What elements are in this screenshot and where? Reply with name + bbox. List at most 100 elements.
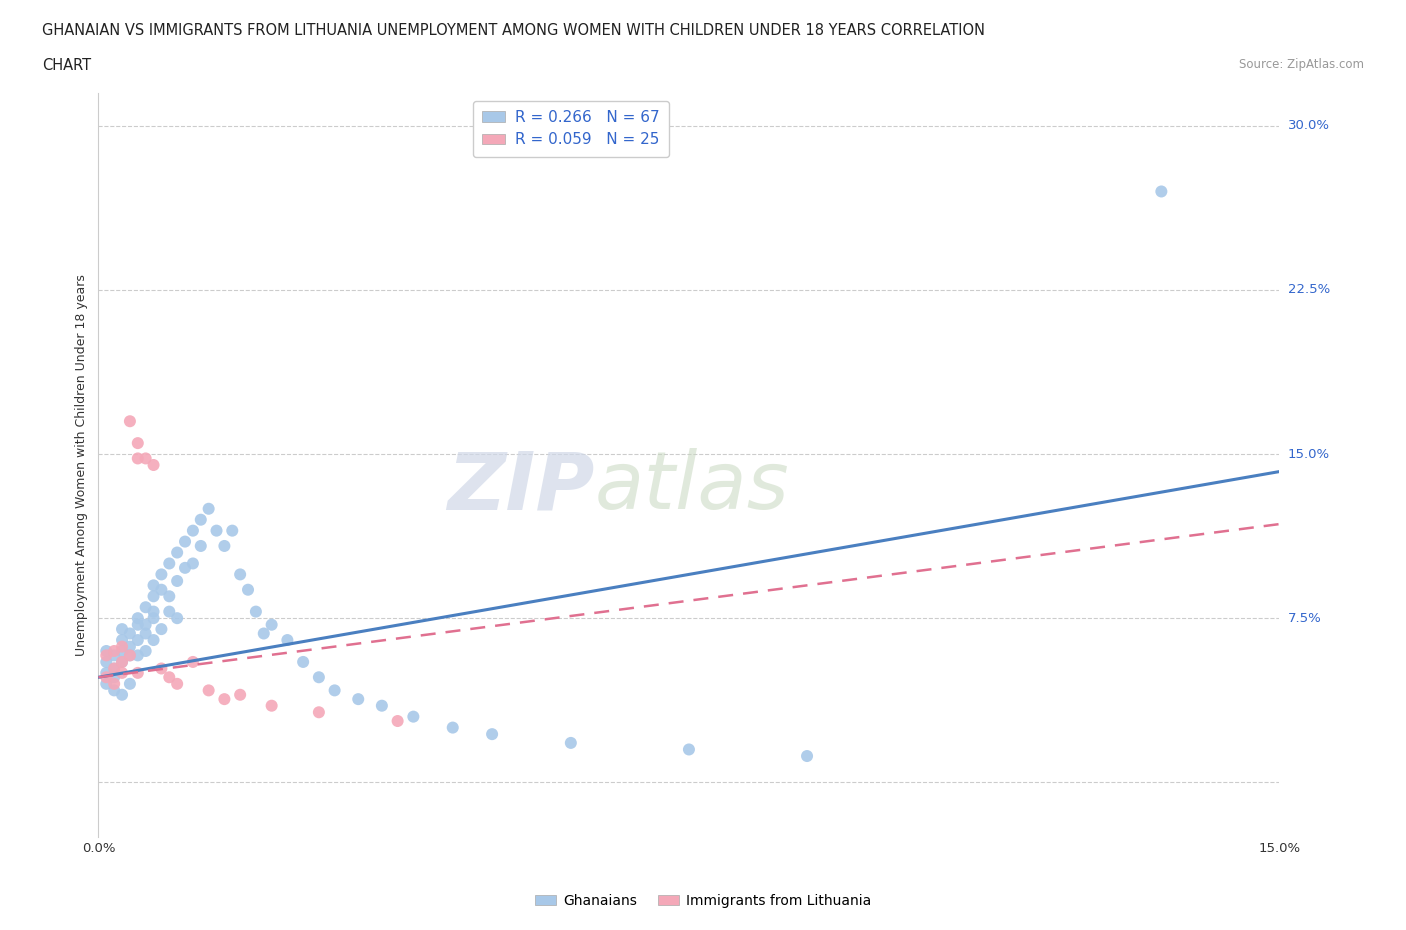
Point [323, 683, 346, 698]
Point [181, 655, 204, 670]
Point [103, 644, 125, 658]
Point [118, 648, 141, 663]
Y-axis label: Unemployment Among Women with Children Under 18 years: Unemployment Among Women with Children U… [75, 274, 89, 656]
Point [174, 561, 197, 576]
Text: 7.5%: 7.5% [1288, 612, 1322, 625]
Point [103, 661, 125, 676]
Point [276, 632, 298, 647]
Point [387, 713, 409, 728]
Point [260, 618, 283, 632]
Point [127, 451, 149, 466]
Point [150, 661, 173, 676]
Point [127, 666, 149, 681]
Point [127, 611, 149, 626]
Text: CHART: CHART [42, 58, 91, 73]
Point [166, 676, 188, 691]
Point [142, 578, 165, 592]
Point [111, 621, 134, 636]
Point [181, 556, 204, 571]
Point [111, 687, 134, 702]
Point [118, 676, 141, 691]
Point [166, 574, 188, 589]
Point [135, 618, 157, 632]
Point [1150, 184, 1173, 199]
Point [157, 604, 180, 619]
Point [229, 687, 252, 702]
Point [103, 648, 125, 663]
Point [118, 639, 141, 654]
Point [142, 632, 165, 647]
Point [96, 648, 118, 663]
Point [150, 567, 173, 582]
Point [481, 726, 503, 741]
Point [96, 676, 118, 691]
Point [292, 655, 315, 670]
Point [221, 524, 243, 538]
Point [96, 670, 118, 684]
Point [166, 611, 188, 626]
Point [142, 458, 165, 472]
Point [214, 692, 236, 707]
Legend: R = 0.266   N = 67, R = 0.059   N = 25: R = 0.266 N = 67, R = 0.059 N = 25 [472, 100, 669, 156]
Point [402, 710, 425, 724]
Point [245, 604, 267, 619]
Point [347, 692, 370, 707]
Point [560, 736, 582, 751]
Text: Source: ZipAtlas.com: Source: ZipAtlas.com [1239, 58, 1364, 71]
Point [253, 626, 276, 641]
Point [127, 435, 149, 450]
Point [142, 589, 165, 604]
Point [103, 676, 125, 691]
Point [127, 648, 149, 663]
Text: 15.0%: 15.0% [1288, 447, 1330, 460]
Point [157, 589, 180, 604]
Point [181, 524, 204, 538]
Point [118, 648, 141, 663]
Text: 30.0%: 30.0% [1288, 119, 1330, 132]
Point [796, 749, 818, 764]
Point [118, 626, 141, 641]
Point [157, 670, 180, 684]
Point [96, 644, 118, 658]
Point [157, 556, 180, 571]
Point [142, 611, 165, 626]
Point [127, 618, 149, 632]
Point [166, 545, 188, 560]
Point [111, 644, 134, 658]
Point [96, 655, 118, 670]
Point [236, 582, 259, 597]
Point [371, 698, 394, 713]
Point [190, 538, 212, 553]
Point [135, 626, 157, 641]
Point [118, 414, 141, 429]
Text: 22.5%: 22.5% [1288, 284, 1330, 297]
Point [111, 655, 134, 670]
Point [142, 604, 165, 619]
Text: GHANAIAN VS IMMIGRANTS FROM LITHUANIA UNEMPLOYMENT AMONG WOMEN WITH CHILDREN UND: GHANAIAN VS IMMIGRANTS FROM LITHUANIA UN… [42, 23, 986, 38]
Point [103, 661, 125, 676]
Point [150, 621, 173, 636]
Point [103, 683, 125, 698]
Point [135, 644, 157, 658]
Point [205, 524, 228, 538]
Point [111, 639, 134, 654]
Point [214, 538, 236, 553]
Point [111, 632, 134, 647]
Text: atlas: atlas [595, 448, 789, 526]
Point [197, 501, 219, 516]
Point [260, 698, 283, 713]
Point [308, 705, 330, 720]
Point [308, 670, 330, 684]
Point [441, 720, 464, 735]
Point [111, 666, 134, 681]
Point [103, 670, 125, 684]
Point [150, 582, 173, 597]
Point [678, 742, 700, 757]
Point [111, 655, 134, 670]
Point [135, 600, 157, 615]
Point [229, 567, 252, 582]
Point [96, 666, 118, 681]
Text: ZIP: ZIP [447, 448, 595, 526]
Legend: Ghanaians, Immigrants from Lithuania: Ghanaians, Immigrants from Lithuania [530, 889, 876, 914]
Point [174, 534, 197, 549]
